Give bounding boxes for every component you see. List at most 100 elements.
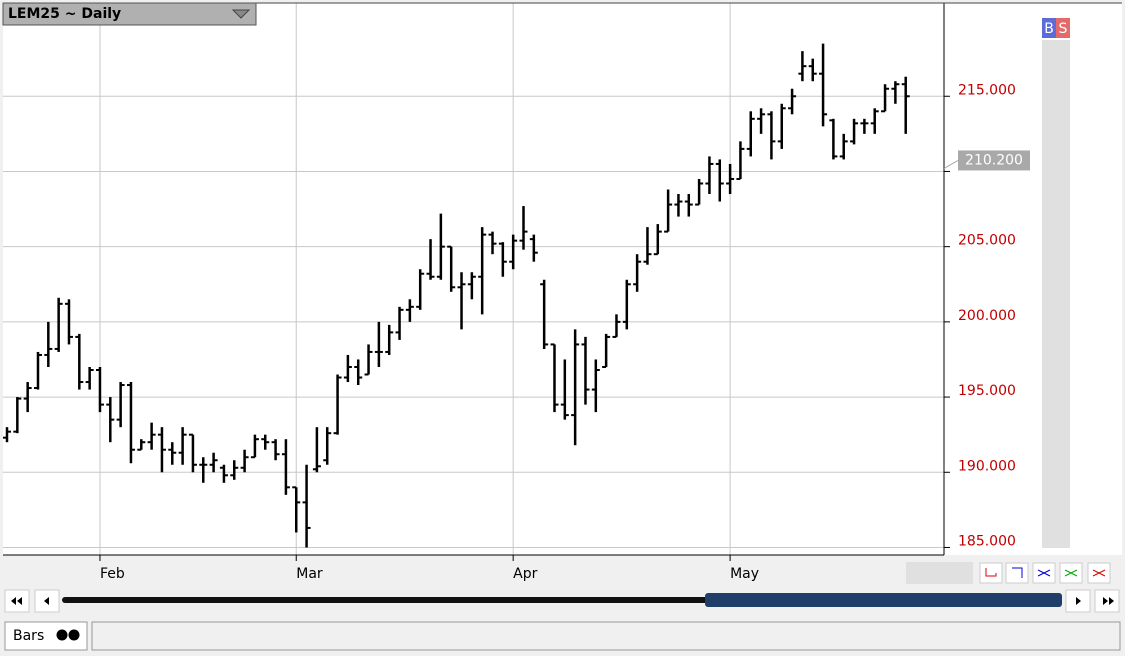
- ohlc-bar: [157, 427, 166, 473]
- ohlc-bar: [426, 239, 435, 280]
- ohlc-bar: [519, 206, 528, 250]
- ohlc-bar: [529, 234, 538, 262]
- ohlc-bar: [178, 427, 187, 465]
- ohlc-bar: [13, 397, 22, 434]
- ohlc-bar: [302, 464, 311, 548]
- ohlc-bar: [126, 382, 135, 464]
- buy-button[interactable]: [1042, 18, 1056, 38]
- tab-icon: [56, 629, 68, 641]
- ohlc-bar: [23, 382, 32, 413]
- ohlc-bar: [695, 178, 704, 206]
- ohlc-bar: [808, 58, 817, 82]
- ohlc-bar: [839, 133, 848, 160]
- tool-button[interactable]: [979, 562, 1003, 584]
- ohlc-bar: [436, 213, 445, 280]
- tool-icon: [985, 568, 997, 577]
- ohlc-bar: [870, 108, 879, 134]
- y-tick-label: 215.000: [958, 82, 1016, 98]
- ohlc-bar: [664, 189, 673, 233]
- ohlc-bar: [240, 449, 249, 473]
- ohlc-bar: [343, 354, 352, 383]
- tab-icon: [68, 629, 80, 641]
- ohlc-bar: [64, 299, 73, 345]
- tool-button[interactable]: [1005, 562, 1029, 584]
- price-axis: [944, 3, 1122, 555]
- ohlc-bar: [829, 118, 838, 160]
- ohlc-bar: [374, 321, 383, 367]
- ohlc-bar: [199, 457, 208, 483]
- ohlc-bar: [209, 452, 218, 473]
- scroll-icon: [1076, 597, 1081, 605]
- ohlc-bar: [550, 343, 559, 413]
- ohlc-bar: [612, 314, 621, 338]
- ohlc-bar: [901, 76, 910, 134]
- ohlc-bar: [860, 118, 869, 134]
- ohlc-bar: [643, 227, 652, 265]
- x-tick-label: May: [730, 566, 759, 582]
- ohlc-bar: [705, 156, 714, 195]
- ohlc-bar: [3, 427, 11, 443]
- ohlc-bar: [757, 108, 766, 134]
- ohlc-bar: [788, 88, 797, 115]
- ohlc-bar: [333, 374, 342, 435]
- ohlc-bar: [488, 231, 497, 255]
- scroll-icon: [1103, 597, 1114, 605]
- ohlc-bar: [509, 234, 518, 270]
- ohlc-bar: [726, 163, 735, 195]
- y-tick-label: 200.000: [958, 308, 1016, 324]
- ohlc-bar: [219, 464, 228, 483]
- grid: [3, 3, 944, 555]
- ohlc-bar: [54, 297, 63, 352]
- ohlc-bar: [881, 84, 890, 113]
- ohlc-bar: [819, 43, 828, 127]
- ohlc-bar: [467, 272, 476, 300]
- ohlc-bar: [622, 279, 631, 330]
- ohlc-bar: [271, 439, 280, 461]
- sell-label: S: [1059, 21, 1068, 37]
- tool-icon: [1037, 569, 1051, 577]
- x-tick-label: Feb: [100, 566, 125, 582]
- ohlc-bar: [33, 351, 42, 390]
- ohlc-bar: [292, 486, 301, 533]
- buy-label: B: [1044, 21, 1054, 37]
- ohlc-bar: [581, 336, 590, 405]
- blank-box: [906, 562, 973, 584]
- ohlc-bar: [798, 51, 807, 82]
- ohlc-bar: [106, 397, 115, 443]
- ohlc-bar: [416, 269, 425, 310]
- ohlc-bar: [85, 366, 94, 390]
- tool-icon: [1092, 569, 1106, 577]
- ohlc-bar: [746, 111, 755, 157]
- y-tick-label: 185.000: [958, 533, 1016, 549]
- ohlc-bar: [395, 306, 404, 340]
- ohlc-bar: [767, 111, 776, 160]
- scroll-thumb[interactable]: [705, 593, 1062, 607]
- ohlc-bar: [591, 359, 600, 413]
- y-tick-label: 205.000: [958, 233, 1016, 249]
- ohlc-bar: [447, 245, 456, 292]
- tab-label: Bars: [13, 628, 44, 644]
- y-tick-label: 195.000: [958, 383, 1016, 399]
- ohlc-bar: [633, 254, 642, 292]
- ohlc-bar: [891, 81, 900, 104]
- ohlc-bar: [405, 299, 414, 322]
- ohlc-bar: [385, 324, 394, 355]
- ohlc-bar: [281, 439, 290, 495]
- ohlc-bar: [850, 118, 859, 145]
- ohlc-bar: [188, 433, 197, 473]
- scroll-icon: [44, 597, 49, 605]
- ohlc-bar: [777, 103, 786, 149]
- last-price-marker: [943, 160, 959, 169]
- ohlc-bar: [571, 329, 580, 446]
- dropdown-arrow[interactable]: [231, 9, 251, 19]
- tool-icon: [1012, 567, 1023, 578]
- symbol-selector[interactable]: [2, 2, 257, 26]
- last-price-label: 210.200: [965, 152, 1023, 168]
- sell-button[interactable]: [1056, 18, 1070, 38]
- last-price-box: [958, 150, 1030, 171]
- ohlc-bar: [478, 227, 487, 315]
- plot-area: [3, 3, 944, 555]
- ohlc-bar: [684, 194, 693, 217]
- ohlc-bar: [95, 366, 104, 413]
